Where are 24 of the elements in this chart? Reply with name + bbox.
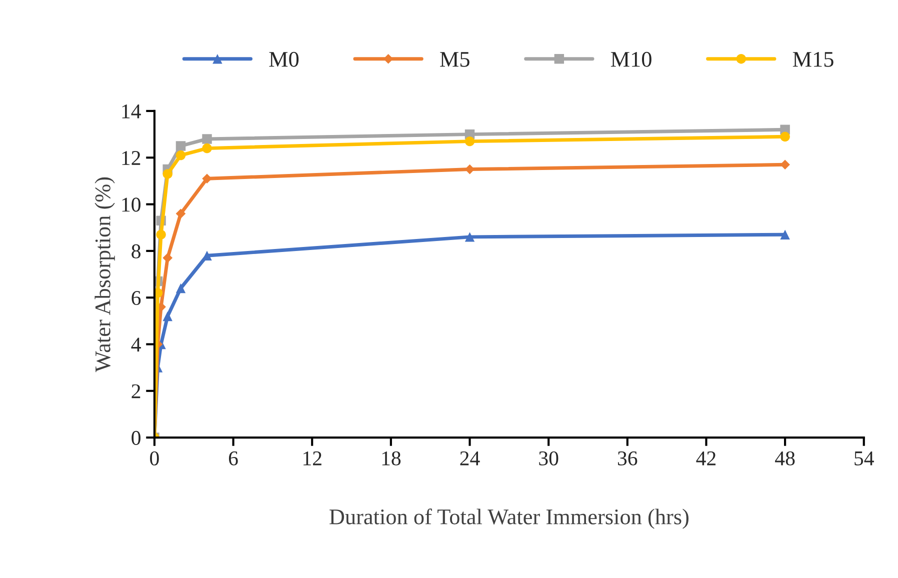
x-tick-label: 48 — [775, 451, 795, 466]
x-tick-label: 54 — [854, 451, 874, 466]
x-tick-label: 30 — [539, 451, 558, 466]
x-tick-label: 24 — [460, 451, 480, 466]
x-tick-label: 36 — [618, 451, 638, 466]
legend-label: M10 — [610, 52, 652, 67]
y-tick-label: 10 — [122, 198, 140, 212]
legend-label: M5 — [440, 52, 470, 67]
y-tick-label: 0 — [132, 430, 140, 445]
legend-label: M15 — [792, 52, 834, 67]
x-axis-title: Duration of Total Water Immersion (hrs) — [330, 508, 688, 529]
x-tick-label: 0 — [150, 451, 159, 466]
y-tick-label: 6 — [132, 291, 141, 306]
x-tick-label: 6 — [228, 451, 238, 466]
x-tick-label: 12 — [304, 451, 322, 466]
y-tick-label: 2 — [132, 384, 140, 398]
x-tick-label: 18 — [382, 451, 401, 466]
y-tick-label: 8 — [132, 244, 140, 258]
x-tick-label: 42 — [696, 451, 716, 466]
y-tick-label: 14 — [122, 104, 141, 118]
legend-label: M0 — [269, 52, 299, 67]
y-tick-label: 4 — [131, 338, 141, 352]
y-tick-label: 12 — [122, 151, 140, 165]
y-axis-title: Water Absorption (%) — [94, 177, 115, 372]
